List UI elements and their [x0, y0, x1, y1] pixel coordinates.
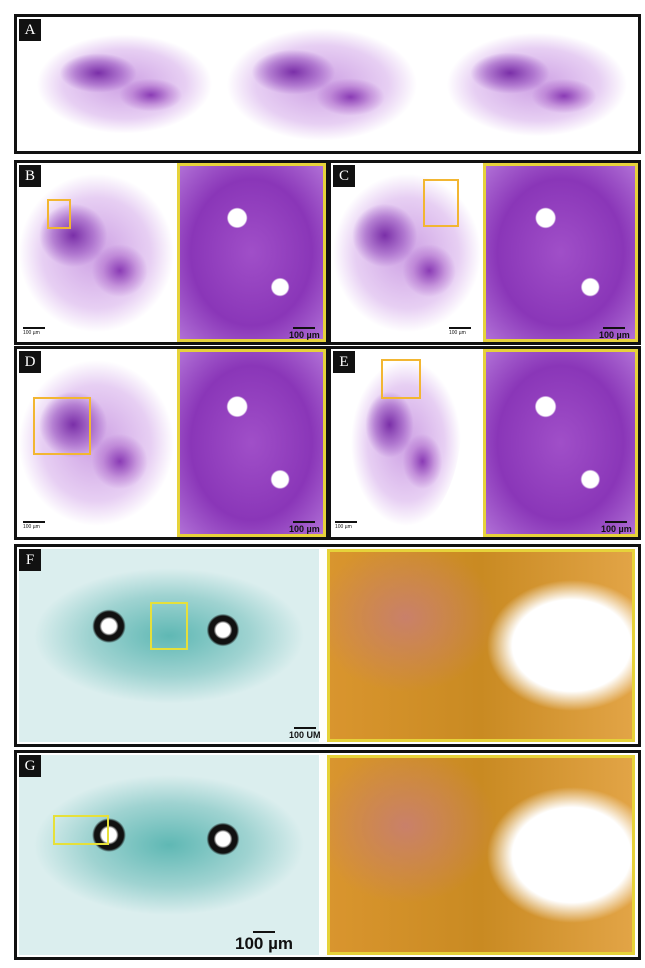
lung-section	[19, 351, 174, 535]
panel-label: E	[333, 351, 355, 373]
zoom-image	[483, 163, 638, 342]
scale-bar: 100 UM	[289, 727, 321, 740]
scale-bar: 100 µm	[335, 521, 357, 530]
panel-b: B 100 µm 100 µm	[14, 160, 329, 345]
gms-stain-image	[19, 755, 319, 955]
panel-a: A	[14, 14, 641, 154]
scale-bar: 100 µm	[235, 931, 293, 954]
panel-c: C 100 µm 100 µm	[328, 160, 641, 345]
panel-label: D	[19, 351, 41, 373]
panel-f: F 100 UM	[14, 544, 641, 747]
scale-bar: 100 µm	[599, 327, 630, 340]
panel-label: A	[19, 19, 41, 41]
lung-section	[447, 27, 627, 142]
panel-g: G 100 µm	[14, 750, 641, 960]
scale-bar: 100 µm	[23, 521, 45, 530]
panel-label: B	[19, 165, 41, 187]
panel-label: C	[333, 165, 355, 187]
lung-section	[333, 165, 481, 341]
zoom-image	[483, 349, 638, 537]
zoom-region	[53, 815, 109, 845]
zoom-region	[150, 602, 188, 650]
zoom-image	[327, 549, 635, 742]
lung-section	[19, 165, 174, 341]
scale-bar: 100 µm	[289, 327, 320, 340]
panel-d: D 100 µm 100 µm	[14, 346, 329, 540]
scale-bar: 100 µm	[601, 521, 632, 534]
zoom-region	[47, 199, 71, 229]
scale-bar: 100 µm	[289, 521, 320, 534]
panel-label: F	[19, 549, 41, 571]
zoom-region	[423, 179, 459, 227]
zoom-region	[381, 359, 421, 399]
panel-label: G	[19, 755, 41, 777]
scale-bar: 100 µm	[23, 327, 45, 336]
lung-section	[37, 29, 212, 139]
zoom-image	[177, 163, 326, 342]
gms-stain-image	[19, 549, 319, 742]
zoom-image	[177, 349, 326, 537]
scale-bar: 100 µm	[449, 327, 471, 336]
zoom-region	[33, 397, 91, 455]
lung-section	[227, 22, 417, 147]
panel-e: E 100 µm 100 µm	[328, 346, 641, 540]
zoom-image	[327, 755, 635, 955]
